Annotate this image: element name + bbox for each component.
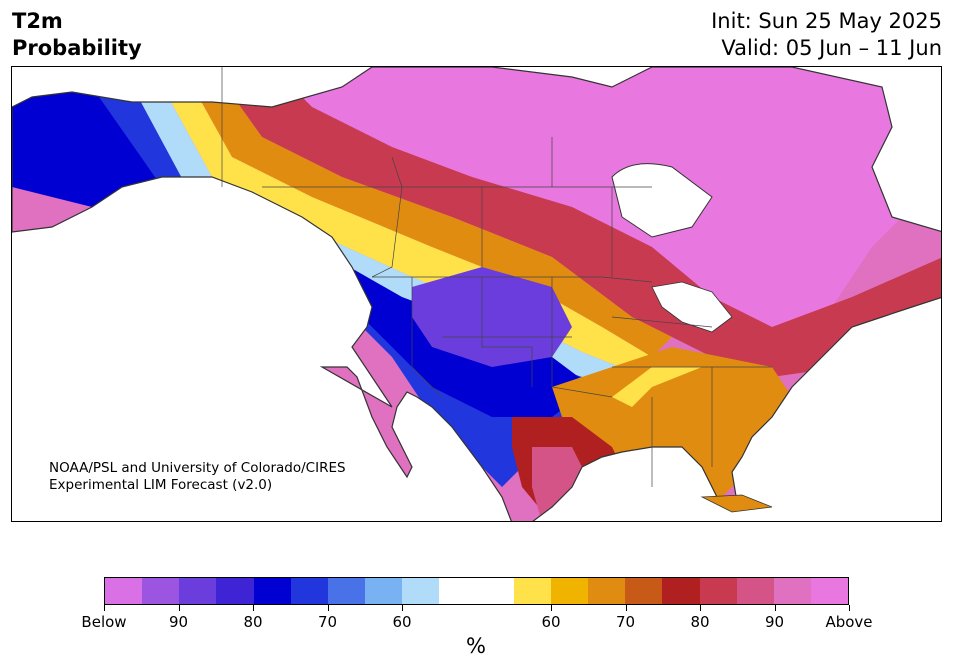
- colorbar-segment: [439, 578, 477, 604]
- colorbar-tick-label: 80: [243, 613, 263, 631]
- colorbar-tick-mark: [625, 605, 627, 611]
- forecast-dates: Init: Sun 25 May 2025 Valid: 05 Jun – 11…: [711, 8, 942, 62]
- hudson-bay: [611, 163, 713, 238]
- colorbar-segment: [736, 578, 774, 604]
- colorbar-tick-mark: [551, 605, 552, 611]
- cuba: [700, 494, 773, 513]
- colorbar-segment: [513, 578, 551, 604]
- probability-map: [11, 66, 942, 522]
- map-title: T2m Probability: [12, 8, 142, 62]
- colorbar-segment: [550, 578, 589, 604]
- colorbar-tick-label: 60: [541, 613, 561, 631]
- colorbar-segment: [699, 578, 737, 604]
- colorbar-segment: [179, 578, 217, 604]
- colorbar-tick-mark: [774, 605, 776, 611]
- colorbar-segment: [476, 578, 514, 604]
- colorbar-tick-label: 90: [168, 613, 189, 631]
- colorbar-segment: [142, 578, 180, 604]
- colorbar-tick-mark: [849, 605, 850, 611]
- colorbar-segment: [773, 578, 811, 604]
- colorbar-segment: [662, 578, 700, 604]
- valid-range: Valid: 05 Jun – 11 Jun: [721, 36, 942, 60]
- colorbar-tick-mark: [402, 605, 403, 611]
- map-canvas: [12, 67, 941, 521]
- temperature-field: [12, 67, 941, 521]
- colorbar-tick-label: Below: [81, 613, 127, 631]
- colorbar-tick-label: 90: [764, 613, 785, 631]
- title-line-variable: T2m: [12, 9, 63, 33]
- credit-institution: NOAA/PSL and University of Colorado/CIRE…: [49, 460, 346, 476]
- colorbar-tick-mark: [104, 605, 105, 611]
- colorbar-segment: [290, 578, 328, 604]
- colorbar-segment: [253, 578, 291, 604]
- colorbar-tick-mark: [327, 605, 329, 611]
- credit-model: Experimental LIM Forecast (v2.0): [49, 477, 273, 493]
- colorbar-segment: [327, 578, 366, 604]
- colorbar-segment: [625, 578, 663, 604]
- colorbar-tick-label: 80: [690, 613, 710, 631]
- title-line-type: Probability: [12, 36, 142, 60]
- init-date: Init: Sun 25 May 2025: [711, 9, 942, 33]
- colorbar-segment: [810, 578, 849, 604]
- colorbar-segment: [365, 578, 403, 604]
- colorbar-tick-mark: [253, 605, 254, 611]
- colorbar-segment: [105, 578, 143, 604]
- great-lakes: [651, 281, 733, 333]
- colorbar-tick-label: 70: [615, 613, 636, 631]
- colorbar-unit: %: [466, 634, 486, 658]
- colorbar-tick-mark: [178, 605, 180, 611]
- map-credit: NOAA/PSL and University of Colorado/CIRE…: [49, 460, 346, 494]
- colorbar-tick-label: 70: [317, 613, 338, 631]
- colorbar-segment: [402, 578, 440, 604]
- colorbar: [104, 577, 849, 605]
- colorbar-segment: [588, 578, 626, 604]
- colorbar-tick-label: Above: [825, 613, 873, 631]
- coastline: [12, 67, 941, 521]
- colorbar-tick-label: 60: [392, 613, 412, 631]
- colorbar-tick-mark: [700, 605, 701, 611]
- colorbar-segment: [216, 578, 254, 604]
- political-borders: [221, 67, 772, 487]
